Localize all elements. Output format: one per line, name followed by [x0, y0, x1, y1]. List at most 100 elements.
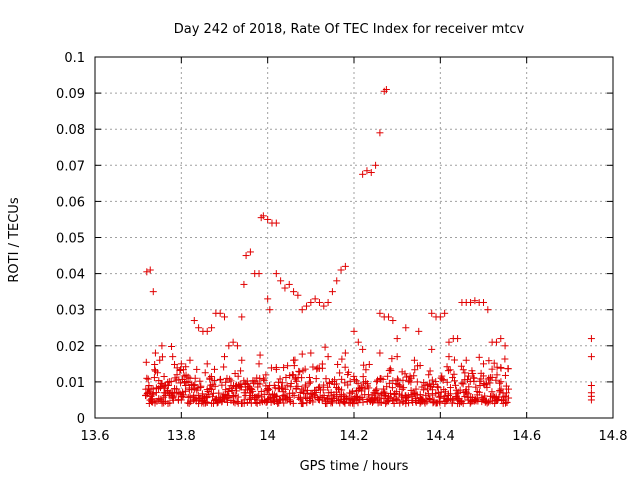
- data-point: [256, 351, 264, 359]
- data-point: [324, 383, 332, 391]
- data-point: [344, 381, 352, 389]
- data-point: [475, 353, 483, 361]
- data-point: [428, 309, 436, 317]
- data-point: [167, 378, 175, 386]
- data-point: [376, 349, 384, 357]
- data-point: [399, 398, 407, 406]
- data-point: [302, 393, 310, 401]
- y-tick-label: 0: [77, 412, 85, 427]
- data-point: [384, 372, 392, 380]
- data-point: [274, 399, 282, 407]
- data-point: [412, 385, 420, 393]
- data-point: [393, 335, 401, 343]
- data-point: [264, 215, 272, 223]
- data-point: [236, 382, 244, 390]
- data-point: [215, 389, 223, 397]
- data-point: [436, 399, 444, 407]
- data-point: [293, 377, 301, 385]
- data-point: [149, 391, 157, 399]
- data-point: [169, 353, 177, 361]
- chart-title: Day 242 of 2018, Rate Of TEC Index for r…: [174, 22, 525, 37]
- data-point: [191, 381, 199, 389]
- data-point: [413, 378, 421, 386]
- data-point: [465, 383, 473, 391]
- data-point: [484, 306, 492, 314]
- data-point: [150, 374, 158, 382]
- data-point: [208, 324, 216, 332]
- data-point: [439, 376, 447, 384]
- data-point: [471, 297, 479, 305]
- data-point: [299, 400, 307, 408]
- data-point: [331, 376, 339, 384]
- data-point: [480, 360, 487, 368]
- data-point: [164, 378, 172, 386]
- data-point: [350, 372, 358, 380]
- data-point: [175, 396, 183, 404]
- data-point: [485, 357, 493, 365]
- grid: [95, 57, 613, 418]
- data-point: [304, 386, 312, 394]
- data-point: [480, 298, 487, 306]
- data-point: [389, 317, 397, 325]
- data-point: [142, 358, 150, 366]
- data-point: [333, 380, 341, 388]
- data-point: [320, 394, 328, 402]
- data-point: [246, 248, 254, 256]
- data-point: [303, 302, 311, 310]
- data-point: [182, 363, 190, 371]
- data-point: [488, 373, 496, 381]
- data-point: [157, 384, 165, 392]
- data-point: [255, 360, 263, 368]
- data-point: [290, 288, 298, 296]
- data-point: [372, 161, 380, 169]
- data-point: [287, 383, 295, 391]
- data-point: [263, 398, 271, 406]
- data-point: [496, 379, 504, 387]
- x-tick-label: 14.4: [426, 429, 455, 444]
- data-point: [227, 377, 235, 385]
- data-point: [396, 399, 404, 407]
- data-point: [375, 394, 383, 402]
- data-point: [376, 129, 384, 137]
- data-point: [151, 349, 159, 357]
- data-point: [493, 371, 501, 379]
- data-point: [415, 327, 423, 335]
- data-point: [336, 369, 344, 377]
- data-point: [354, 338, 362, 346]
- data-point: [266, 306, 274, 314]
- data-point: [194, 392, 202, 400]
- x-tick-label: 13.6: [81, 429, 110, 444]
- data-point: [394, 396, 402, 404]
- data-point: [319, 386, 327, 394]
- data-point: [251, 378, 259, 386]
- data-point: [381, 391, 389, 399]
- x-tick-label: 14.2: [340, 429, 369, 444]
- data-point: [488, 388, 496, 396]
- data-point: [297, 394, 305, 402]
- data-point: [436, 313, 444, 321]
- data-point: [324, 298, 332, 306]
- data-point: [462, 356, 470, 364]
- data-point: [307, 298, 315, 306]
- data-point: [470, 374, 478, 382]
- data-point: [166, 399, 174, 407]
- data-point: [255, 391, 263, 399]
- data-point: [158, 342, 166, 350]
- data-point: [278, 383, 286, 391]
- data-point: [338, 355, 346, 363]
- data-point: [186, 392, 194, 400]
- data-point: [203, 360, 211, 368]
- data-point: [237, 383, 245, 391]
- data-point: [402, 324, 410, 332]
- y-tick-label: 0.05: [56, 232, 85, 247]
- data-point: [398, 385, 406, 393]
- x-tick-label: 13.8: [167, 429, 196, 444]
- y-tick-label: 0.1: [64, 51, 85, 66]
- data-point: [373, 378, 381, 386]
- data-point: [272, 270, 280, 278]
- data-point: [233, 397, 241, 405]
- data-point: [276, 375, 284, 383]
- data-point: [587, 382, 595, 390]
- data-point: [367, 169, 375, 177]
- data-point: [501, 342, 509, 350]
